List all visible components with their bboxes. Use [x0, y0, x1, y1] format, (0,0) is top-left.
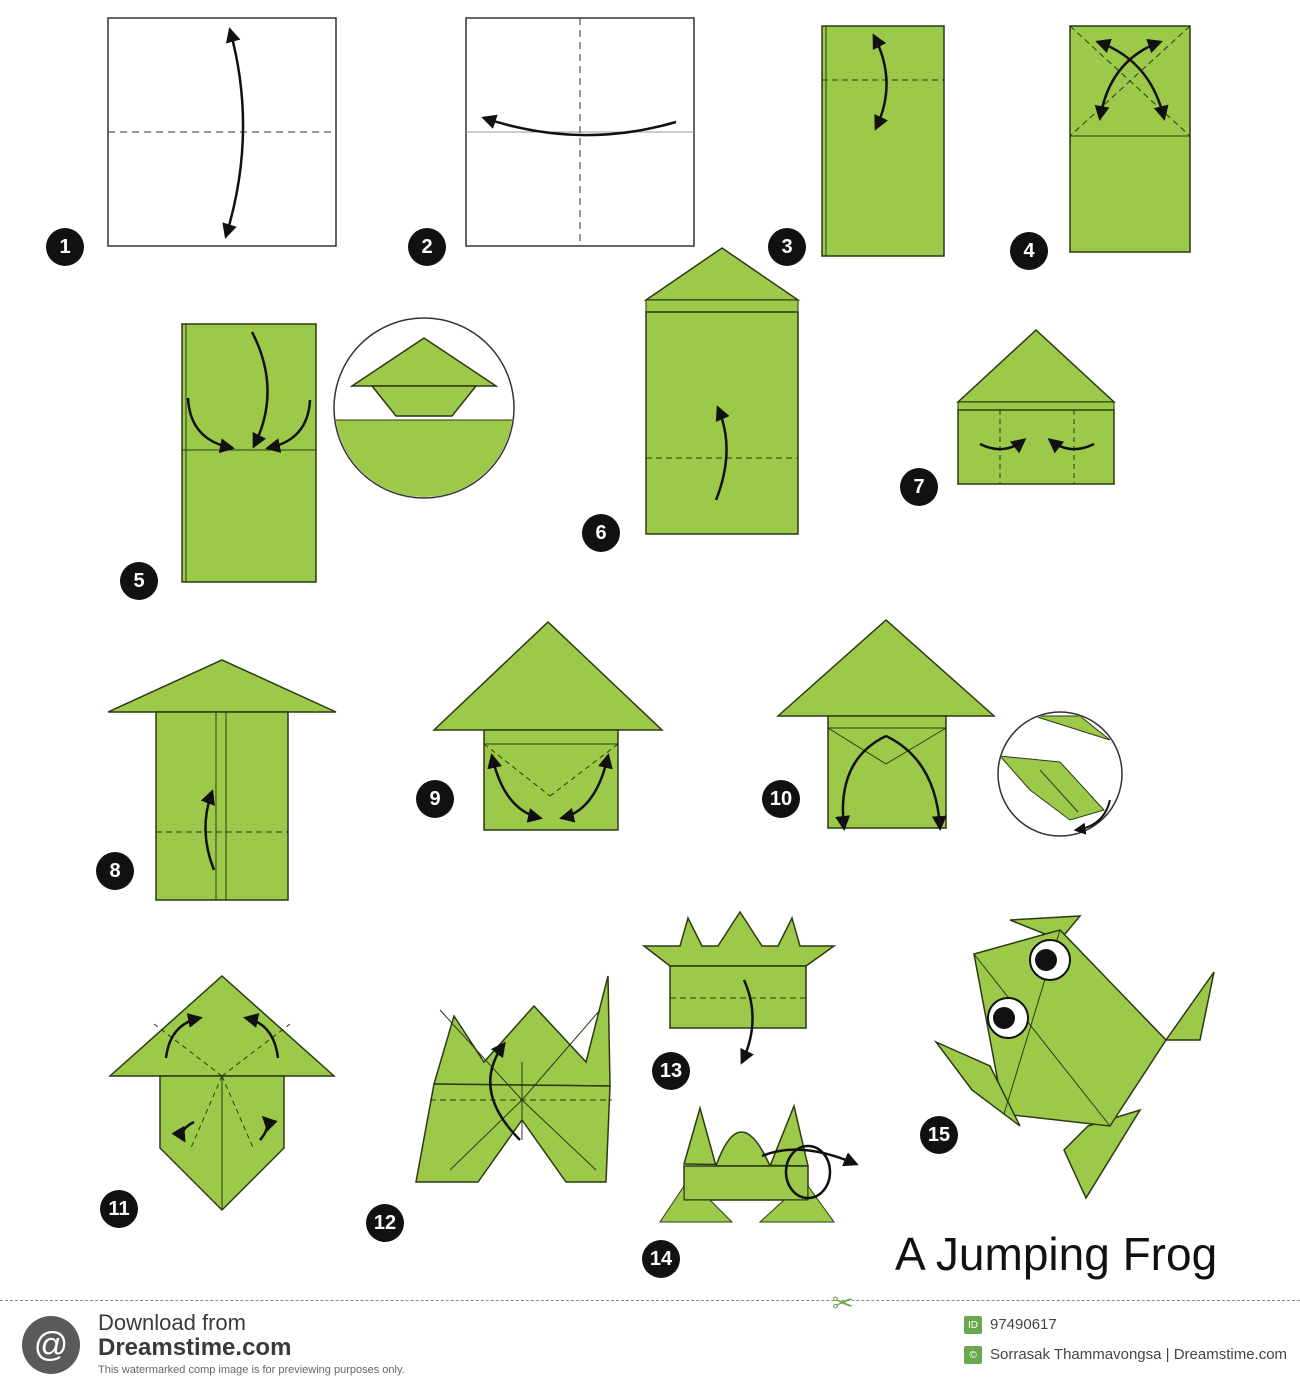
copyright-icon: ©	[964, 1346, 982, 1364]
step-4-diagram	[1069, 25, 1191, 253]
step-number-badge: 7	[900, 468, 938, 506]
step-number-badge: 3	[768, 228, 806, 266]
step-8-diagram	[107, 659, 337, 901]
step-9-diagram	[432, 620, 664, 831]
image-id: 97490617	[990, 1316, 1057, 1333]
step-number-badge: 6	[582, 514, 620, 552]
step-12-diagram	[415, 975, 612, 1183]
step-2-diagram	[465, 17, 695, 247]
step-number-badge: 1	[46, 228, 84, 266]
scissors-icon: ✂	[832, 1288, 854, 1318]
footer-divider	[0, 1300, 1300, 1301]
author-credit: Sorrasak Thammavongsa | Dreamstime.com	[990, 1346, 1288, 1363]
step-number-badge: 13	[652, 1052, 690, 1090]
id-icon: ID	[964, 1316, 982, 1334]
step-10-diagram	[776, 618, 1123, 837]
step-number-badge: 14	[642, 1240, 680, 1278]
step-15-frog	[933, 915, 1215, 1200]
step-6-diagram	[643, 247, 801, 535]
step-number-badge: 5	[120, 562, 158, 600]
step-number-badge: 10	[762, 780, 800, 818]
diagram-title: A Jumping Frog	[895, 1228, 1218, 1280]
step-number-badge: 8	[96, 852, 134, 890]
step-number-badge: 15	[920, 1116, 958, 1154]
step-11-diagram	[108, 974, 336, 1212]
watermark-footer: ✂ @ Download from Dreamstime.com This wa…	[0, 1288, 1300, 1390]
step-5-diagram	[181, 317, 515, 583]
preview-note: This watermarked comp image is for previ…	[98, 1364, 405, 1376]
step-14-diagram	[659, 1103, 859, 1223]
step-number-badge: 4	[1010, 232, 1048, 270]
step-number-badge: 9	[416, 780, 454, 818]
step-1-diagram	[107, 17, 337, 247]
step-13-diagram	[641, 910, 837, 1065]
spiral-logo-icon: @	[22, 1316, 80, 1374]
step-3-diagram	[821, 25, 945, 257]
step-number-badge: 2	[408, 228, 446, 266]
step-number-badge: 12	[366, 1204, 404, 1242]
site-name[interactable]: Dreamstime.com	[98, 1334, 292, 1361]
step-7-diagram	[956, 328, 1116, 485]
download-label: Download from	[98, 1310, 246, 1335]
step-number-badge: 11	[100, 1190, 138, 1228]
